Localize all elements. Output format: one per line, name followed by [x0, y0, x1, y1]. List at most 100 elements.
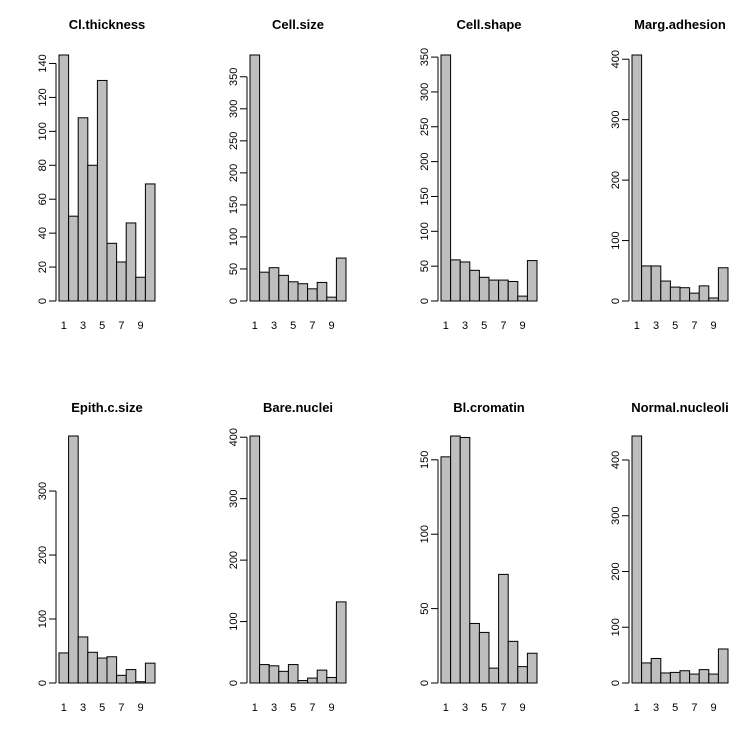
- bar-9: [708, 673, 719, 684]
- panel-epith-c-size: Epith.c.size 0 100 200 300 1 3 5 7 9: [37, 400, 156, 714]
- y-tick-label: 80: [37, 159, 49, 171]
- bar-2: [450, 435, 461, 684]
- bar-2: [68, 435, 79, 684]
- bar-5: [478, 276, 490, 302]
- y-tick-label: 60: [37, 193, 49, 205]
- bar-5: [96, 79, 108, 302]
- x-tick-label: 9: [520, 320, 526, 332]
- bar-10: [717, 267, 729, 302]
- y-tick-label: 250: [419, 118, 431, 136]
- bar-8: [698, 669, 710, 684]
- bar-7: [116, 674, 127, 684]
- y-tick-label: 400: [228, 428, 240, 446]
- x-tick-label: 7: [118, 320, 124, 332]
- y-tick-label: 300: [37, 482, 49, 500]
- bar-2: [450, 259, 461, 302]
- bar-9: [517, 295, 528, 302]
- panel-title: Bare.nuclei: [263, 400, 333, 415]
- bar-3: [459, 261, 471, 302]
- x-tick-label: 1: [61, 320, 67, 332]
- bar-7: [689, 673, 700, 684]
- bar-5: [478, 631, 490, 684]
- bar-3: [77, 636, 89, 684]
- panel-title: Normal.nucleoli: [631, 400, 729, 415]
- x-tick-label: 7: [691, 702, 697, 714]
- bar-8: [125, 669, 137, 684]
- bar-7: [689, 292, 700, 302]
- x-tick-label: 1: [443, 320, 449, 332]
- bar-1: [58, 54, 70, 302]
- y-tick-label: 0: [37, 680, 49, 686]
- y-tick-label: 200: [419, 152, 431, 170]
- panel-normal-nucleoli: Normal.nucleoli 0 100 200 300 400 1 3 5 7 9: [610, 400, 729, 714]
- y-tick-label: 50: [228, 263, 240, 275]
- bar-9: [708, 297, 719, 302]
- x-tick-label: 3: [80, 702, 86, 714]
- panel-title: Marg.adhesion: [634, 17, 726, 32]
- y-tick-label: 150: [228, 196, 240, 214]
- x-tick-label: 1: [252, 320, 258, 332]
- bar-6: [679, 287, 691, 302]
- bar-1: [631, 54, 643, 302]
- y-tick-label: 200: [610, 562, 622, 580]
- x-tick-label: 3: [462, 320, 468, 332]
- bar-9: [135, 681, 146, 684]
- x-tick-label: 5: [481, 702, 487, 714]
- bar-3: [77, 117, 89, 302]
- x-tick-label: 5: [672, 320, 678, 332]
- x-tick-label: 9: [711, 320, 717, 332]
- panel-cell-size: Cell.size 0 50 100 150 200 250 300 350 1 3 5 7 9: [228, 17, 347, 332]
- x-tick-label: 9: [138, 702, 144, 714]
- bar-1: [440, 54, 452, 302]
- bar-5: [669, 671, 681, 684]
- bar-6: [488, 667, 500, 684]
- panel-title: Cell.size: [272, 17, 324, 32]
- y-tick-label: 200: [228, 551, 240, 569]
- y-tick-label: 0: [419, 680, 431, 686]
- bar-4: [278, 274, 289, 302]
- bar-8: [507, 640, 519, 684]
- x-tick-label: 1: [252, 702, 258, 714]
- bar-5: [287, 664, 299, 684]
- x-tick-label: 5: [99, 702, 105, 714]
- bar-4: [87, 651, 98, 684]
- bar-9: [135, 276, 146, 302]
- y-tick-label: 100: [37, 122, 49, 140]
- x-tick-label: 9: [520, 702, 526, 714]
- bar-4: [469, 269, 480, 302]
- x-tick-label: 7: [309, 320, 315, 332]
- x-tick-label: 3: [80, 320, 86, 332]
- x-tick-label: 5: [99, 320, 105, 332]
- bar-6: [488, 279, 500, 302]
- x-tick-label: 5: [481, 320, 487, 332]
- x-tick-label: 5: [290, 702, 296, 714]
- y-tick-label: 140: [37, 54, 49, 72]
- bar-7: [307, 288, 318, 302]
- bar-7: [116, 261, 127, 302]
- bar-5: [669, 286, 681, 302]
- y-tick-label: 300: [228, 489, 240, 507]
- x-tick-label: 1: [634, 702, 640, 714]
- y-tick-label: 0: [419, 298, 431, 304]
- bar-9: [326, 676, 337, 684]
- y-tick-label: 20: [37, 261, 49, 273]
- x-tick-label: 3: [653, 320, 659, 332]
- bar-1: [58, 652, 70, 684]
- y-tick-label: 0: [610, 680, 622, 686]
- bar-9: [326, 296, 337, 302]
- bar-8: [507, 280, 519, 302]
- y-tick-label: 200: [37, 546, 49, 564]
- bar-10: [526, 260, 538, 302]
- bar-7: [498, 573, 509, 684]
- bar-1: [249, 435, 261, 684]
- y-tick-label: 50: [419, 602, 431, 614]
- y-tick-label: 40: [37, 227, 49, 239]
- bar-6: [297, 680, 309, 684]
- bar-7: [498, 279, 509, 302]
- x-tick-label: 7: [309, 702, 315, 714]
- bar-3: [650, 657, 662, 684]
- y-tick-label: 200: [610, 171, 622, 189]
- bar-1: [440, 456, 452, 684]
- y-tick-label: 100: [37, 610, 49, 628]
